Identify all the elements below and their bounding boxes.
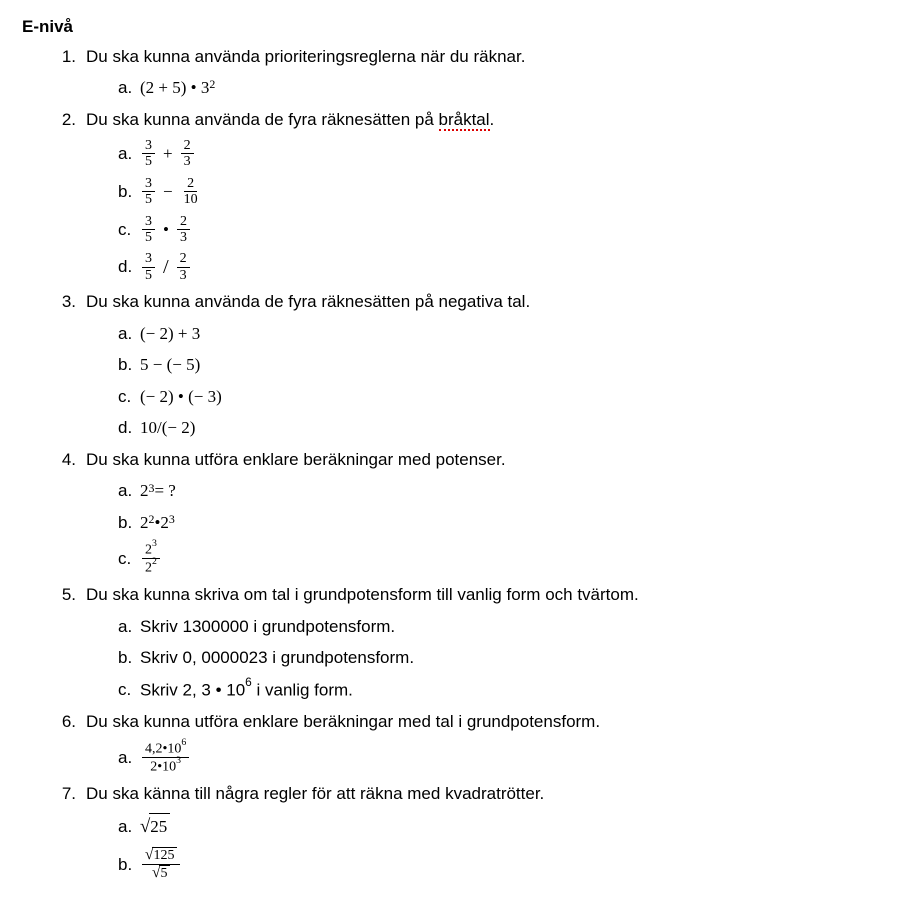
q2c: c. 35 • 23: [118, 214, 878, 246]
q1a-math: (2 + 5) • 32: [140, 75, 215, 101]
q1-text: Du ska kunna använda prioriteringsregler…: [86, 47, 525, 66]
q2-text-pre: Du ska kunna använda de fyra räknesätten…: [86, 110, 439, 129]
q5a: a.Skriv 1300000 i grundpotensform.: [118, 614, 878, 640]
q1-number: 1.: [52, 44, 76, 70]
q3b: b.5 − (− 5): [118, 352, 878, 378]
q4-text: Du ska kunna utföra enklare beräkningar …: [86, 450, 506, 469]
q5-text: Du ska kunna skriva om tal i grundpotens…: [86, 585, 639, 604]
q4-number: 4.: [52, 447, 76, 473]
q4c: c. 23 22: [118, 541, 878, 576]
q3a: a.(− 2) + 3: [118, 321, 878, 347]
q7b: b. √125 √5: [118, 847, 878, 882]
question-2: 2. Du ska kunna använda de fyra räknesätt…: [52, 107, 878, 284]
q2d-math: 35 / 23: [140, 251, 192, 283]
q2b: b. 35 − 210: [118, 176, 878, 208]
q3-text: Du ska kunna använda de fyra räknesätten…: [86, 292, 530, 311]
question-7: 7. Du ska känna till några regler för att…: [52, 781, 878, 881]
question-5: 5. Du ska kunna skriva om tal i grundpote…: [52, 582, 878, 703]
question-4: 4. Du ska kunna utföra enklare beräkninga…: [52, 447, 878, 577]
q1a-letter: a.: [118, 75, 140, 101]
q2b-letter: b.: [118, 179, 140, 205]
q6a: a. 4,2•106 2•103: [118, 740, 878, 775]
sqrt-icon: √25: [140, 813, 170, 841]
q3-number: 3.: [52, 289, 76, 315]
q7a: a. √25: [118, 813, 878, 841]
q2c-math: 35 • 23: [140, 214, 192, 246]
page-title: E-nivå: [22, 14, 878, 40]
q2-braktal: bråktal: [439, 110, 490, 131]
q5b: b.Skriv 0, 0000023 i grundpotensform.: [118, 645, 878, 671]
q2b-math: 35 − 210: [140, 176, 203, 208]
q3c: c.(− 2) • (− 3): [118, 384, 878, 410]
q6-text: Du ska kunna utföra enklare beräkningar …: [86, 712, 600, 731]
q2d: d. 35 / 23: [118, 251, 878, 283]
q7-text: Du ska känna till några regler för att r…: [86, 784, 544, 803]
q5c: c. Skriv 2, 3 • 106 i vanlig form.: [118, 677, 878, 703]
question-6: 6. Du ska kunna utföra enklare beräkninga…: [52, 709, 878, 776]
q2a-letter: a.: [118, 141, 140, 167]
q2d-letter: d.: [118, 254, 140, 280]
q2-number: 2.: [52, 107, 76, 133]
q4a: a. 23 = ?: [118, 478, 878, 504]
q3d: d.10/(− 2): [118, 415, 878, 441]
q4b: b. 22 • 23: [118, 510, 878, 536]
q2a-math: 35 + 23: [140, 138, 196, 170]
q2c-letter: c.: [118, 217, 140, 243]
q7-number: 7.: [52, 781, 76, 807]
q6-number: 6.: [52, 709, 76, 735]
question-list: 1. Du ska kunna använda prioriteringsregl…: [22, 44, 878, 882]
question-1: 1. Du ska kunna använda prioriteringsregl…: [52, 44, 878, 101]
q2a: a. 35 + 23: [118, 138, 878, 170]
question-3: 3. Du ska kunna använda de fyra räknesätt…: [52, 289, 878, 441]
q1a: a. (2 + 5) • 32: [118, 75, 878, 101]
q5-number: 5.: [52, 582, 76, 608]
